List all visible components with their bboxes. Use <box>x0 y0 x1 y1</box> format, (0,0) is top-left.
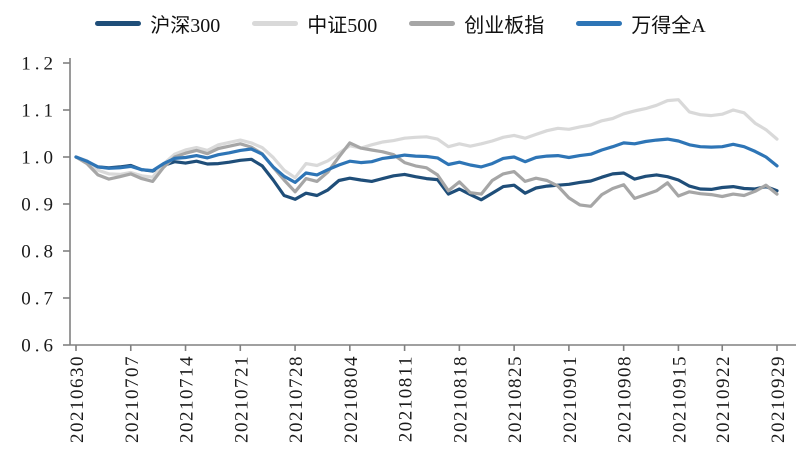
series-line-1 <box>74 98 779 180</box>
x-tick-label: 20210630 <box>67 355 88 443</box>
x-tick-label: 20210825 <box>505 355 526 443</box>
chart-legend: 沪深300 中证500 创业板指 万得全A <box>0 9 801 38</box>
x-tick-label: 20210908 <box>615 355 636 443</box>
series-line-3 <box>74 137 779 184</box>
csi500-line-swatch-icon <box>252 21 299 26</box>
x-tick-label: 20210811 <box>396 355 417 442</box>
y-tick-label: 0.6 <box>21 336 57 357</box>
series-line-0 <box>74 155 779 202</box>
y-tick-label: 0.8 <box>21 242 57 263</box>
hs300-line-swatch-icon <box>95 21 142 26</box>
y-tick-label: 1.2 <box>21 54 57 75</box>
series-line-2 <box>74 141 779 208</box>
chinext-line-swatch-icon <box>409 21 456 26</box>
legend-label-chinext: 创业板指 <box>464 15 545 37</box>
x-tick-label: 20210804 <box>341 355 362 443</box>
y-tick-label: 0.7 <box>21 289 57 310</box>
legend-label-csi500: 中证500 <box>307 15 378 37</box>
legend-label-wind-all-a: 万得全A <box>631 15 706 37</box>
legend-item-hs300: 沪深300 <box>95 9 220 38</box>
legend-label-hs300: 沪深300 <box>150 15 221 37</box>
legend-item-chinext: 创业板指 <box>409 9 544 38</box>
y-tick-label: 0.9 <box>21 195 57 216</box>
x-tick-label: 20210915 <box>669 355 690 443</box>
legend-item-wind-all-a: 万得全A <box>576 9 706 38</box>
x-tick-label: 20210714 <box>177 355 198 443</box>
legend-item-csi500: 中证500 <box>252 9 377 38</box>
x-tick-label: 20210922 <box>713 355 734 443</box>
x-tick-label: 20210929 <box>768 355 789 443</box>
y-tick-label: 1.0 <box>21 148 57 169</box>
x-tick-label: 20210721 <box>231 355 252 443</box>
wind-all-a-line-swatch-icon <box>576 21 623 26</box>
y-tick-label: 1.1 <box>21 101 57 122</box>
x-tick-label: 20210728 <box>286 355 307 443</box>
x-tick-label: 20210818 <box>450 355 471 443</box>
x-tick-label: 20210901 <box>560 355 581 443</box>
x-tick-label: 20210707 <box>122 355 143 443</box>
